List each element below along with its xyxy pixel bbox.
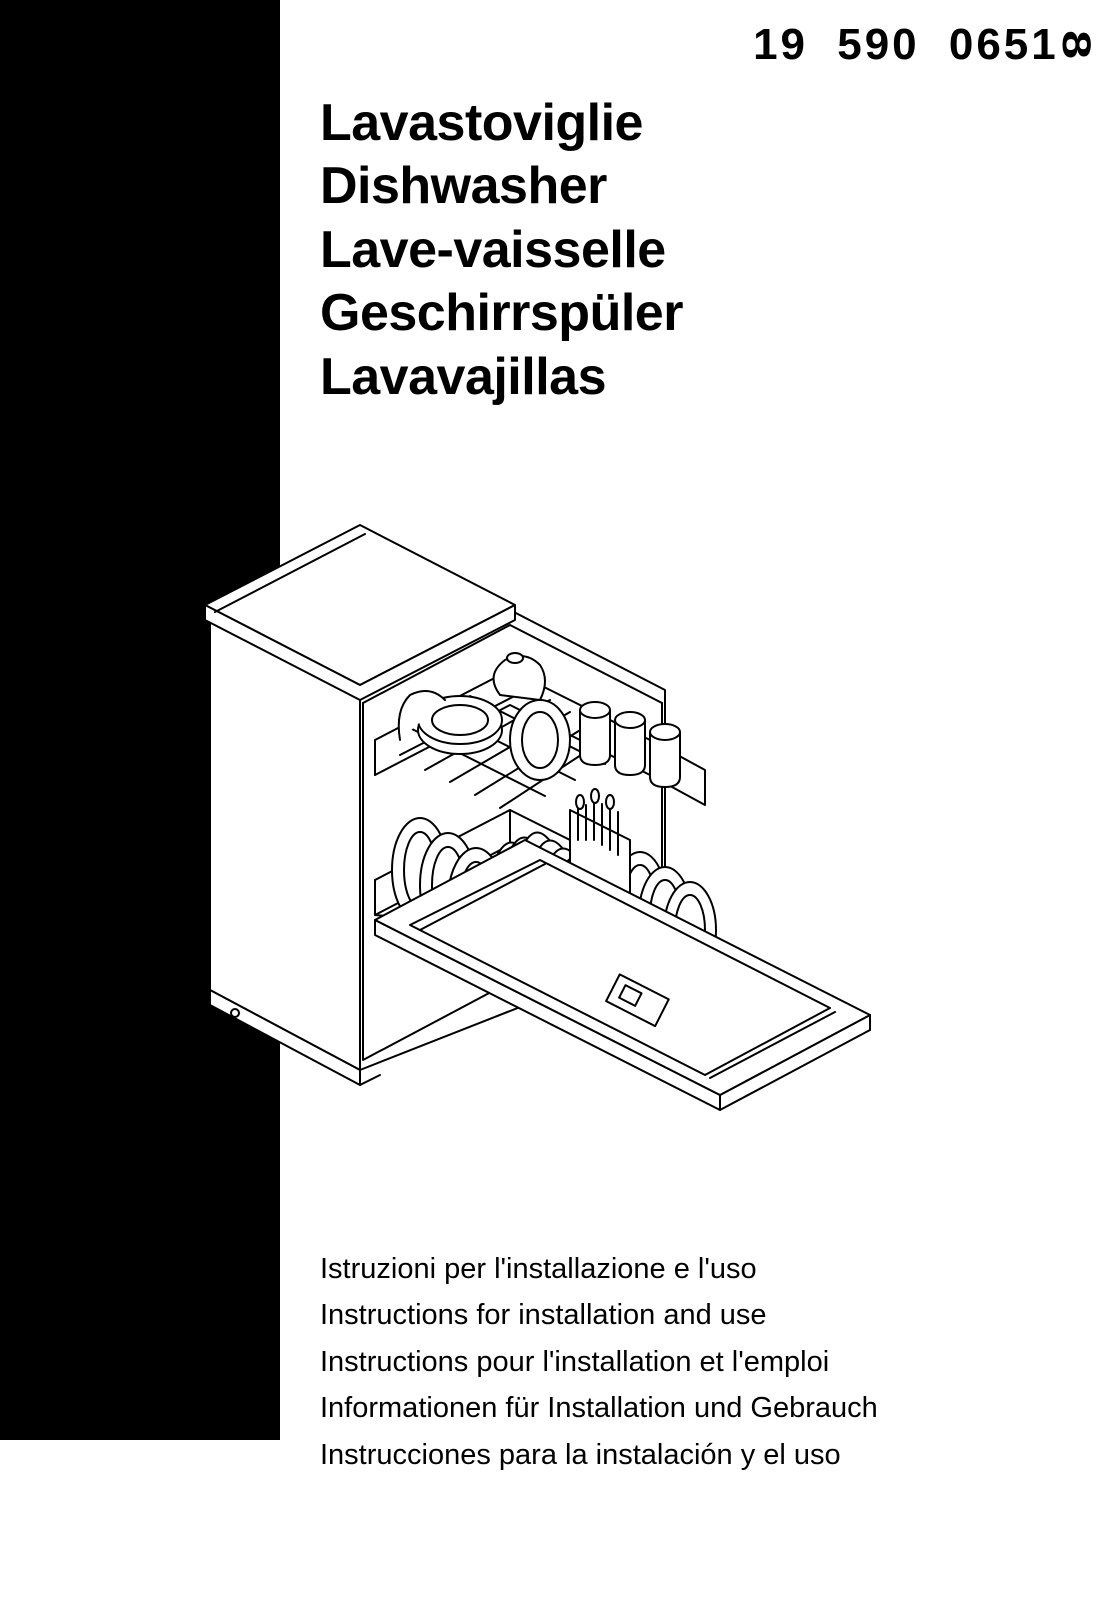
subtitle-block: Istruzioni per l'installazione e l'uso I…: [320, 1246, 878, 1478]
title-block: Lavastoviglie Dishwasher Lave-vaisselle …: [320, 92, 683, 409]
title-italian: Lavastoviglie: [320, 92, 683, 155]
subtitle-spanish: Instrucciones para la instalación y el u…: [320, 1432, 878, 1478]
document-number: 19 590 06518: [753, 20, 1088, 70]
title-english: Dishwasher: [320, 155, 683, 218]
subtitle-italian: Istruzioni per l'installazione e l'uso: [320, 1246, 878, 1292]
title-french: Lave-vaisselle: [320, 219, 683, 282]
title-spanish: Lavavajillas: [320, 346, 683, 409]
subtitle-french: Instructions pour l'installation et l'em…: [320, 1339, 878, 1385]
infinity-symbol: 8: [1053, 30, 1098, 63]
dishwasher-illustration: [150, 430, 910, 1130]
subtitle-english: Instructions for installation and use: [320, 1292, 878, 1338]
title-german: Geschirrspüler: [320, 282, 683, 345]
doc-number-text: 19 590 0651: [753, 20, 1059, 69]
subtitle-german: Informationen für Installation und Gebra…: [320, 1385, 878, 1431]
